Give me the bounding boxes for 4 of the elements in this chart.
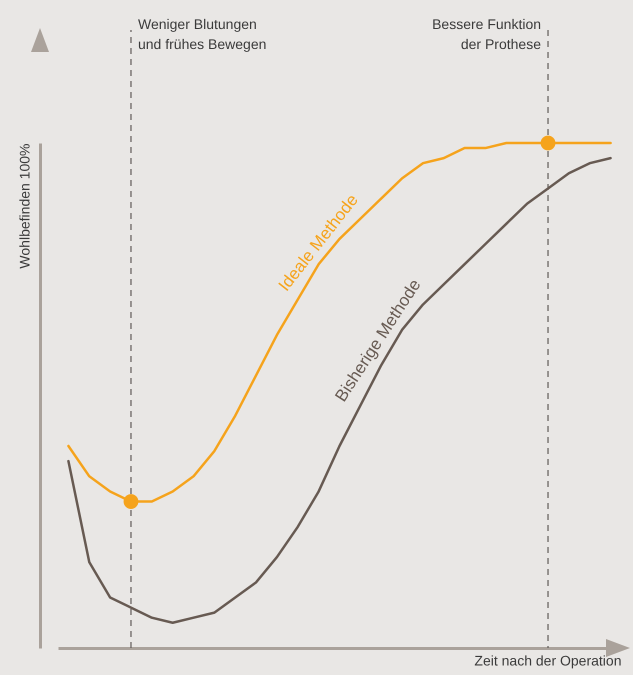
- text: Weniger Blutungen und frühes Bewegen: [138, 16, 266, 52]
- y-axis-title: Wohlbefinden 100%: [16, 144, 32, 269]
- x-axis-title: Zeit nach der Operation: [474, 652, 622, 668]
- text: Bessere Funktion der Prothese: [432, 16, 542, 52]
